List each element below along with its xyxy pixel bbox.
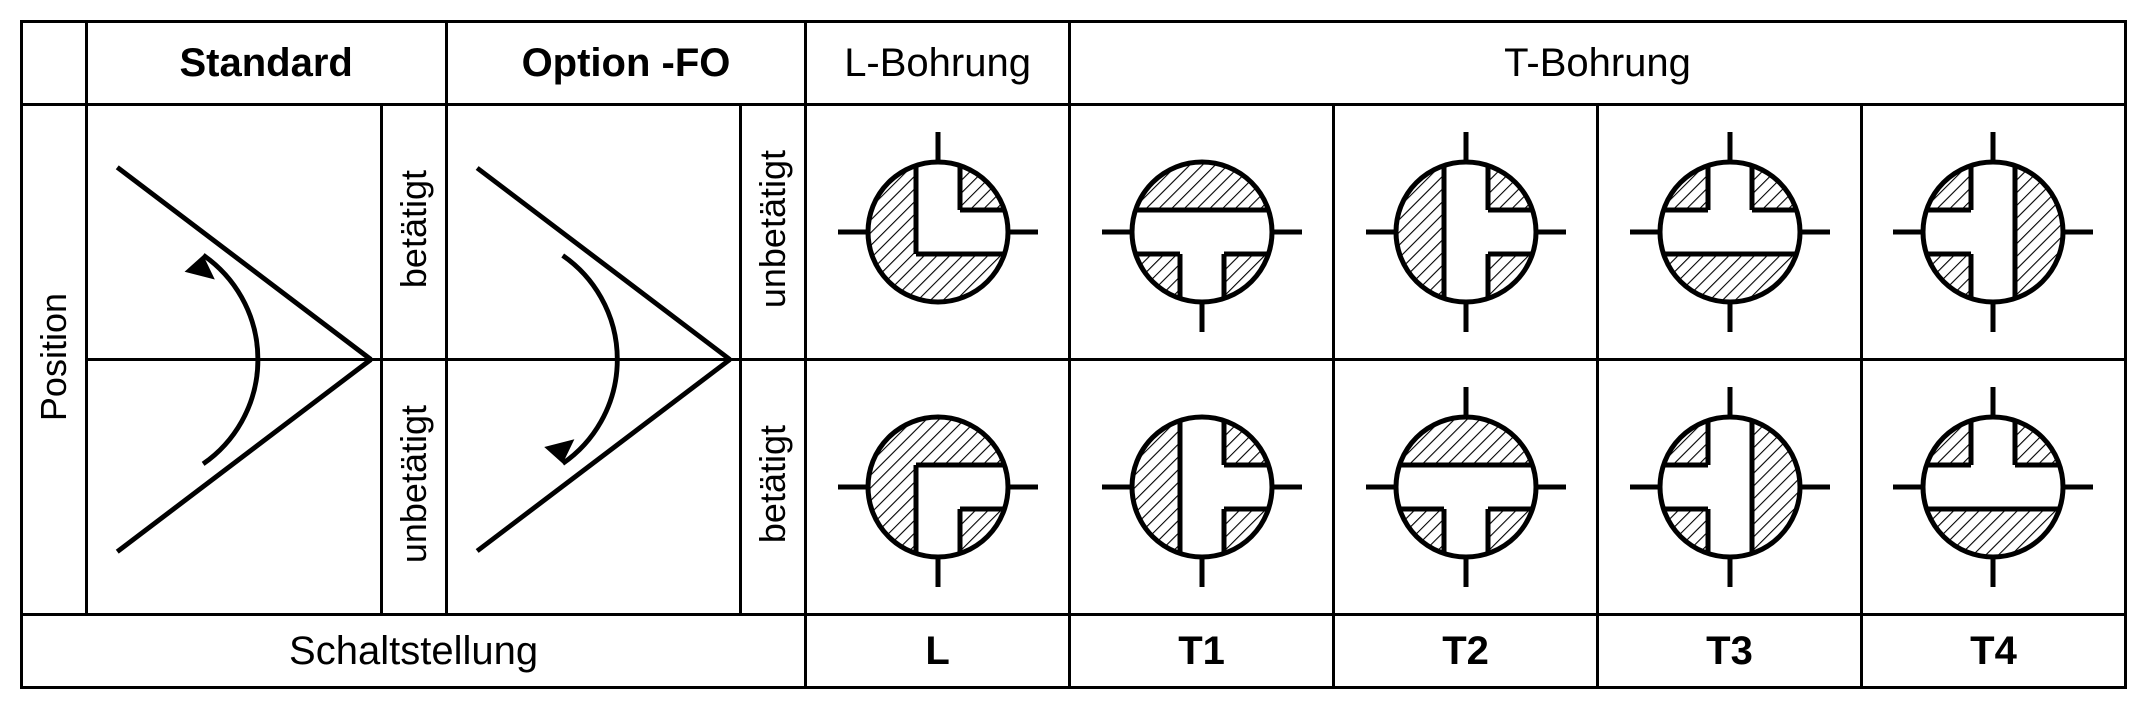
footer-schaltstellung: Schaltstellung [22,615,806,688]
option-row2-label: betätigt [752,425,794,543]
symbol-r2-c5 [1861,360,2125,615]
standard-row1-label: betätigt [393,170,435,288]
symbol-r2-c2 [1070,360,1334,615]
standard-state-labels: betätigt unbetätigt [382,105,447,615]
valve-position-table: Standard Option -FO L-Bohrung T-Bohrung … [20,20,2127,689]
footer-pos-2: T2 [1334,615,1598,688]
footer-pos-0: L [806,615,1070,688]
symbol-r2-c3 [1334,360,1598,615]
header-t-bohrung: T-Bohrung [1070,22,2126,105]
symbol-r1-c5 [1861,105,2125,360]
position-label: Position [33,293,75,421]
footer-pos-3: T3 [1598,615,1862,688]
header-blank-1 [22,22,87,105]
option-lever-diagram [448,106,740,613]
symbol-r1-c1 [806,105,1070,360]
symbol-r1-c4 [1598,105,1862,360]
standard-lever-diagram [88,106,381,613]
option-state-labels: unbetätigt betätigt [741,105,806,615]
header-standard: Standard [86,22,446,105]
footer-pos-4: T4 [1861,615,2125,688]
option-lever-cell [446,105,741,615]
standard-lever-cell [86,105,382,615]
footer-pos-1: T1 [1070,615,1334,688]
symbol-r2-c4 [1598,360,1862,615]
header-l-bohrung: L-Bohrung [806,22,1070,105]
header-option-fo: Option -FO [446,22,805,105]
position-label-cell: Position [22,105,87,615]
symbol-r1-c3 [1334,105,1598,360]
footer-row: Schaltstellung L T1 T2 T3 T4 [22,615,2126,688]
symbol-r1-c2 [1070,105,1334,360]
standard-row2-label: unbetätigt [393,405,435,563]
symbol-row-1: Position betätigt unbetätigt [22,105,2126,360]
symbol-r2-c1 [806,360,1070,615]
option-row1-label: unbetätigt [752,150,794,308]
header-row: Standard Option -FO L-Bohrung T-Bohrung [22,22,2126,105]
